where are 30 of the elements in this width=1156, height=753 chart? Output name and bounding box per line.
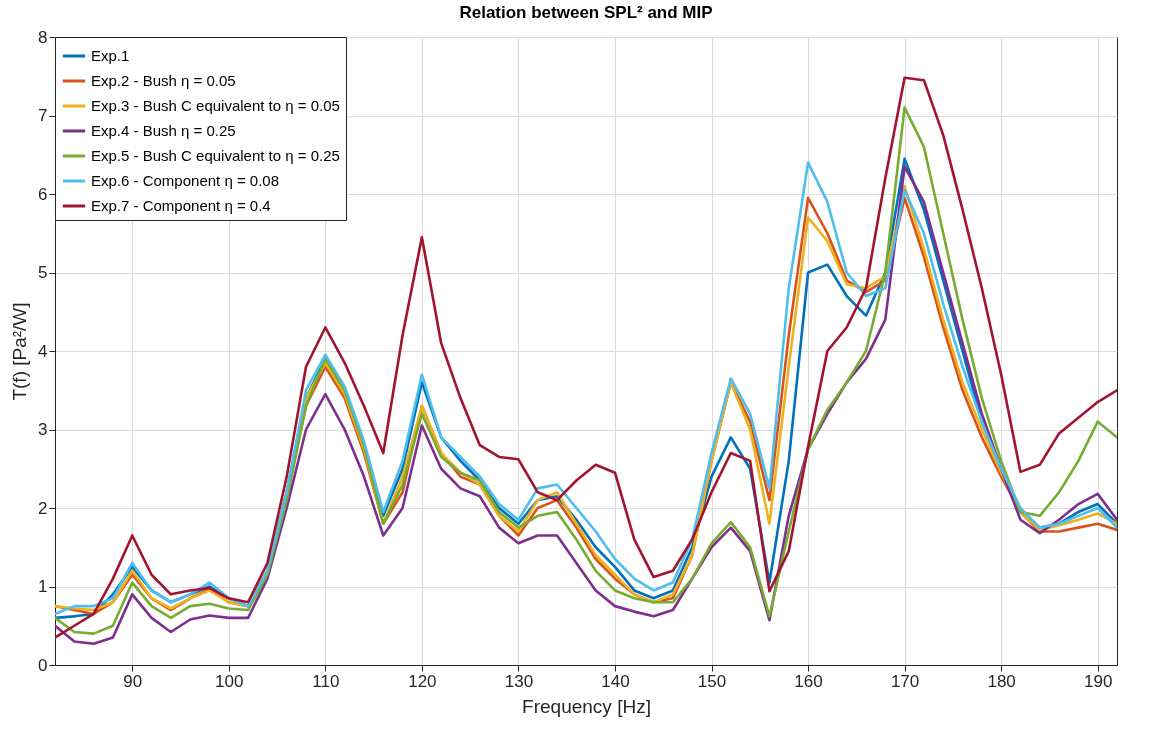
y-axis-title: T(f) [Pa²/W] — [9, 302, 31, 401]
y-tick-label: 5 — [38, 263, 48, 282]
y-tick-label: 6 — [38, 184, 48, 204]
legend-label: Exp.7 - Component η = 0.4 — [91, 197, 271, 214]
x-tick-label: 180 — [987, 671, 1016, 691]
y-tick-label: 1 — [38, 577, 48, 596]
chart-title: Relation between SPL² and MIP — [459, 3, 713, 22]
x-axis-title: Frequency [Hz] — [522, 695, 651, 717]
x-tick-label: 110 — [312, 671, 340, 691]
legend-label: Exp.1 — [91, 47, 130, 64]
x-tick-label: 90 — [123, 671, 143, 691]
y-tick-label: 8 — [38, 27, 48, 47]
x-tick-label: 160 — [794, 671, 823, 691]
y-tick-label: 7 — [38, 106, 48, 125]
x-tick-label: 150 — [697, 671, 727, 691]
legend-label: Exp.3 - Bush C equivalent to η = 0.05 — [91, 97, 340, 114]
y-tick-label: 2 — [38, 498, 48, 518]
legend-label: Exp.4 - Bush η = 0.25 — [91, 122, 236, 139]
x-tick-label: 190 — [1084, 671, 1113, 691]
legend-label: Exp.6 - Component η = 0.08 — [91, 172, 280, 189]
legend-label: Exp.2 - Bush η = 0.05 — [91, 72, 236, 89]
y-tick-label: 3 — [38, 420, 48, 439]
x-tick-label: 170 — [890, 671, 920, 691]
y-tick-label: 4 — [38, 341, 48, 361]
legend-label: Exp.5 - Bush C equivalent to η = 0.25 — [91, 147, 340, 164]
x-tick-label: 100 — [215, 671, 244, 691]
x-tick-label: 120 — [408, 671, 437, 691]
x-tick-label: 130 — [504, 671, 534, 691]
x-tick-label: 140 — [601, 671, 630, 691]
y-tick-label: 0 — [38, 655, 48, 675]
